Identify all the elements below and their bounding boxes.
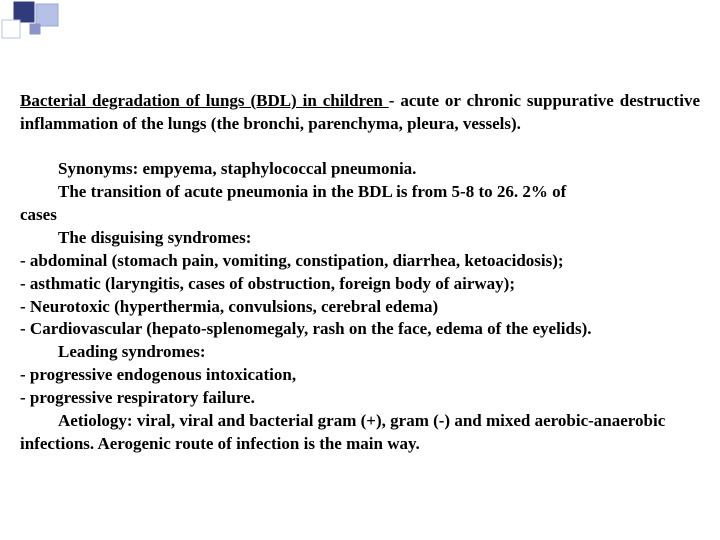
- synonyms-line: Synonyms: empyema, staphylococcal pneumo…: [20, 158, 700, 181]
- cases-line: cases: [20, 204, 700, 227]
- decor-square: [14, 2, 34, 22]
- decor-square: [30, 24, 40, 34]
- syndrome-cardiovascular: - Cardiovascular (hepato-splenomegaly, r…: [20, 318, 700, 341]
- aetiology-line: Aetiology: viral, viral and bacterial gr…: [20, 410, 700, 456]
- leading-title: Leading syndromes:: [20, 341, 700, 364]
- disguising-title: The disguising syndromes:: [20, 227, 700, 250]
- decor-square: [36, 4, 58, 26]
- leading-syndrome-2: - progressive respiratory failure.: [20, 387, 700, 410]
- syndrome-neurotoxic: - Neurotoxic (hyperthermia, convulsions,…: [20, 296, 700, 319]
- corner-decoration: [0, 0, 110, 50]
- definition-paragraph: Bacterial degradation of lungs (BDL) in …: [20, 90, 700, 136]
- syndrome-asthmatic: - asthmatic (laryngitis, cases of obstru…: [20, 273, 700, 296]
- definition-heading: Bacterial degradation of lungs (BDL) in …: [20, 91, 389, 110]
- decor-square: [2, 20, 20, 38]
- transition-line: The transition of acute pneumonia in the…: [20, 181, 700, 204]
- syndrome-abdominal: - abdominal (stomach pain, vomiting, con…: [20, 250, 700, 273]
- leading-syndrome-1: - progressive endogenous intoxication,: [20, 364, 700, 387]
- slide-content: Bacterial degradation of lungs (BDL) in …: [20, 90, 700, 456]
- decoration-svg: [0, 0, 110, 50]
- body-text: Synonyms: empyema, staphylococcal pneumo…: [20, 158, 700, 456]
